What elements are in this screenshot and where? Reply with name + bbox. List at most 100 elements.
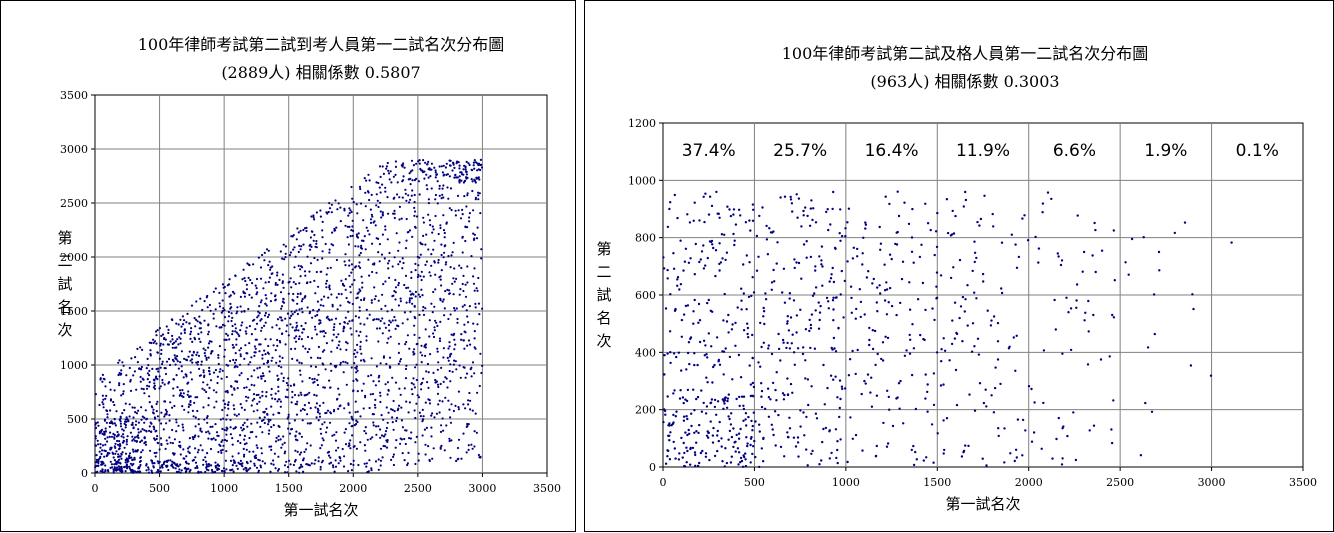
scatter-point xyxy=(321,257,324,260)
scatter-point xyxy=(172,378,175,381)
scatter-point xyxy=(457,406,460,409)
scatter-point xyxy=(199,340,202,343)
scatter-point xyxy=(170,464,173,467)
scatter-point xyxy=(253,354,256,357)
scatter-point xyxy=(356,410,359,413)
scatter-point xyxy=(397,362,400,365)
scatter-point xyxy=(967,444,970,448)
scatter-point xyxy=(748,364,751,367)
scatter-point xyxy=(416,275,419,279)
scatter-point xyxy=(279,405,282,408)
scatter-point xyxy=(153,340,157,343)
scatter-point xyxy=(935,285,938,288)
scatter-point xyxy=(357,463,360,467)
scatter-point xyxy=(952,266,955,269)
scatter-point xyxy=(926,383,929,386)
scatter-point xyxy=(467,444,470,447)
scatter-point xyxy=(399,358,402,361)
scatter-point xyxy=(279,250,282,253)
scatter-point xyxy=(399,393,402,396)
scatter-point xyxy=(241,278,244,281)
scatter-point xyxy=(295,309,298,312)
scatter-point xyxy=(1094,228,1097,232)
scatter-point xyxy=(795,261,798,264)
scatter-point xyxy=(460,266,463,270)
scatter-point xyxy=(294,347,297,350)
scatter-point xyxy=(958,258,962,262)
scatter-point xyxy=(479,163,482,167)
scatter-point xyxy=(198,337,201,340)
scatter-point xyxy=(718,216,721,219)
scatter-point xyxy=(465,160,468,163)
scatter-point xyxy=(179,444,182,447)
scatter-point xyxy=(125,416,128,419)
scatter-point xyxy=(744,452,747,455)
x-tick-label: 3000 xyxy=(1198,476,1226,489)
scatter-point xyxy=(94,427,97,430)
scatter-point xyxy=(243,438,246,441)
scatter-point xyxy=(359,202,363,205)
scatter-point xyxy=(189,468,192,472)
scatter-point xyxy=(775,262,778,265)
scatter-point xyxy=(437,403,440,406)
scatter-point xyxy=(308,348,311,351)
scatter-point xyxy=(337,462,340,465)
scatter-point xyxy=(726,205,729,208)
scatter-point xyxy=(912,347,916,350)
scatter-point xyxy=(434,319,437,322)
scatter-point xyxy=(354,245,357,248)
scatter-point xyxy=(473,237,476,240)
scatter-point xyxy=(106,413,109,416)
scatter-point xyxy=(459,288,462,291)
scatter-point xyxy=(887,395,890,399)
scatter-point xyxy=(131,464,134,467)
scatter-point xyxy=(356,390,359,393)
scatter-point xyxy=(334,439,338,442)
scatter-point xyxy=(711,434,715,437)
scatter-point xyxy=(759,321,762,325)
scatter-point xyxy=(225,332,228,335)
scatter-point xyxy=(299,229,302,232)
scatter-point xyxy=(245,283,248,286)
scatter-point xyxy=(676,284,679,287)
scatter-point xyxy=(167,468,170,472)
scatter-point xyxy=(297,250,300,254)
scatter-point xyxy=(337,446,340,449)
scatter-point xyxy=(410,297,413,300)
scatter-point xyxy=(405,199,408,202)
scatter-point xyxy=(381,332,384,335)
scatter-point xyxy=(431,231,434,234)
scatter-point xyxy=(738,395,741,399)
scatter-point xyxy=(374,224,377,227)
scatter-point xyxy=(432,332,435,335)
scatter-point xyxy=(353,279,356,282)
scatter-point xyxy=(890,304,894,308)
y-axis-title: 第二試名次 xyxy=(596,240,611,350)
scatter-point xyxy=(382,283,385,286)
scatter-point xyxy=(1015,334,1018,337)
scatter-point xyxy=(359,289,362,292)
scatter-point xyxy=(421,434,424,437)
scatter-point xyxy=(380,253,384,256)
scatter-point xyxy=(477,198,480,201)
scatter-point xyxy=(716,429,719,433)
scatter-point xyxy=(330,318,333,321)
scatter-point xyxy=(850,296,853,300)
scatter-point xyxy=(347,470,350,473)
scatter-point xyxy=(277,435,280,438)
scatter-point xyxy=(287,377,290,380)
scatter-point xyxy=(478,178,481,181)
scatter-point xyxy=(1060,259,1064,262)
scatter-point xyxy=(457,390,460,393)
scatter-point xyxy=(789,198,793,201)
scatter-point xyxy=(860,392,863,396)
scatter-point xyxy=(309,444,312,447)
scatter-point xyxy=(434,214,437,218)
scatter-point xyxy=(715,336,719,339)
scatter-point xyxy=(943,349,947,352)
scatter-point xyxy=(899,379,902,383)
scatter-point xyxy=(243,408,246,411)
scatter-point xyxy=(774,444,777,447)
scatter-point xyxy=(348,212,351,215)
scatter-point xyxy=(103,432,106,435)
